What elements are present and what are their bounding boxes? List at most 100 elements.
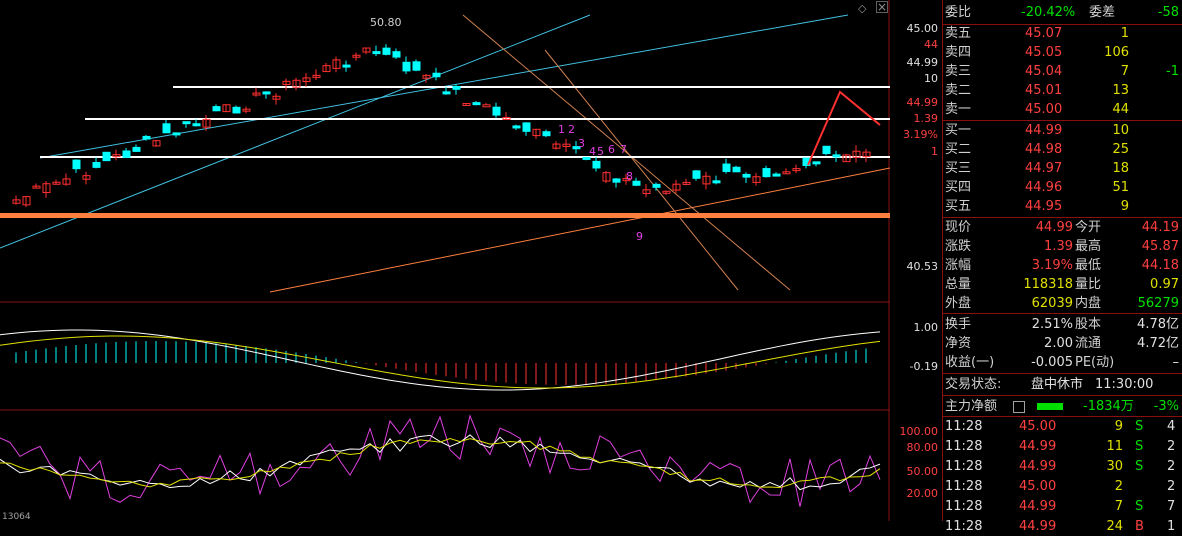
kdj-k xyxy=(0,434,881,491)
candle-body xyxy=(92,162,101,168)
ask-price: 45.05 xyxy=(1025,45,1063,60)
candle-body xyxy=(522,122,531,132)
fund-label: 流通 xyxy=(1075,336,1102,351)
chart-settings-icon[interactable]: ◇ xyxy=(858,2,867,15)
chart-close-icon[interactable]: × xyxy=(876,0,888,14)
kdj-d xyxy=(0,438,881,489)
candle-body xyxy=(602,172,611,182)
price-axis: 45.00 44 44.99 10 44.99 1.39 3.19% 1 40.53 1.00 -0… xyxy=(890,0,942,521)
tick-volume: 11 xyxy=(1106,439,1123,454)
fund-value: 2.00 xyxy=(1044,336,1073,351)
ask-label: 卖二 xyxy=(945,83,972,98)
candle-body xyxy=(752,176,761,183)
candle-body xyxy=(432,72,441,78)
candle-body xyxy=(22,196,31,206)
fund-row: 换手 2.51% 股本 4.78亿 xyxy=(943,315,1182,334)
price-axis-label: 3.19% xyxy=(903,128,938,141)
committee-row: 委比 -20.42% 委差 -58 xyxy=(943,3,1182,22)
candle-body xyxy=(592,160,601,169)
ask-price: 45.00 xyxy=(1025,102,1063,117)
quote-value: 1.39 xyxy=(1044,239,1073,254)
tick-count: 2 xyxy=(1167,439,1176,454)
bid-price: 44.95 xyxy=(1025,199,1063,214)
candle-body xyxy=(782,171,791,175)
kline-chart[interactable]: 1 234 5 6 789 xyxy=(0,0,951,521)
macd-dea xyxy=(0,335,881,389)
candle-body xyxy=(52,181,61,185)
wave-label: 1 xyxy=(558,123,565,136)
fund-label: 收益(一) xyxy=(945,355,995,370)
candle-body xyxy=(532,128,541,137)
bid-volume: 18 xyxy=(1112,161,1129,176)
candle-body xyxy=(792,168,801,172)
quote-value: 45.87 xyxy=(1141,239,1179,254)
candle-body xyxy=(62,178,71,185)
kdj-axis-label: 20.00 xyxy=(906,487,939,500)
fund-label: 换手 xyxy=(945,317,972,332)
quote-label: 量比 xyxy=(1075,277,1102,292)
kdj-axis-label: 100.00 xyxy=(899,425,939,438)
wave-label: 3 xyxy=(578,137,585,150)
down-channel xyxy=(544,49,739,291)
candle-body xyxy=(642,189,651,195)
candle-body xyxy=(182,121,191,125)
quote-label: 涨跌 xyxy=(945,239,972,254)
bid-row: 买一 44.99 10 xyxy=(943,121,1182,140)
quote-value: 62039 xyxy=(1031,296,1073,311)
ask-price: 45.04 xyxy=(1025,64,1063,79)
candle-body xyxy=(672,183,681,191)
fund-label: 股本 xyxy=(1075,317,1102,332)
ask-label: 卖四 xyxy=(945,45,972,60)
down-channel xyxy=(462,14,791,291)
tick-volume: 2 xyxy=(1114,479,1123,494)
high-marker-label: 50.80 xyxy=(370,16,402,29)
wave-label: 7 xyxy=(620,143,627,156)
ask-change: -1 xyxy=(1166,64,1179,79)
candle-body xyxy=(362,47,371,53)
candle-body xyxy=(242,108,251,112)
bid-row: 买二 44.98 25 xyxy=(943,140,1182,159)
quote-label: 涨幅 xyxy=(945,258,972,273)
tick-row: 11:28 44.99 7 S 7 xyxy=(943,497,1182,516)
ask-volume: 7 xyxy=(1120,64,1129,79)
tick-price: 45.00 xyxy=(1019,419,1057,434)
bid-label: 买四 xyxy=(945,180,972,195)
bid-label: 买三 xyxy=(945,161,972,176)
candle-body xyxy=(152,140,161,147)
quote-row: 总量 118318 量比 0.97 xyxy=(943,275,1182,294)
ask-label: 卖五 xyxy=(945,26,972,41)
candle-body xyxy=(282,80,291,85)
bid-volume: 51 xyxy=(1112,180,1129,195)
channel-line xyxy=(0,14,591,249)
ask-row: 卖一 45.00 44 xyxy=(943,100,1182,119)
candle-body xyxy=(512,125,521,129)
candle-body xyxy=(352,54,361,58)
quote-value: 118318 xyxy=(1023,277,1073,292)
candle-body xyxy=(372,51,381,55)
candle-body xyxy=(162,123,171,134)
quote-value: 44.99 xyxy=(1035,220,1073,235)
candle-body xyxy=(692,170,701,179)
candle-body xyxy=(42,183,51,194)
tick-volume: 30 xyxy=(1106,459,1123,474)
candle-body xyxy=(722,163,731,173)
candle-body xyxy=(252,92,261,96)
bid-volume: 9 xyxy=(1120,199,1129,214)
ask-label: 卖三 xyxy=(945,64,972,79)
bid-row: 买三 44.97 18 xyxy=(943,159,1182,178)
kdj-axis-label: 80.00 xyxy=(906,441,939,454)
macd-dif xyxy=(0,329,881,391)
status-row: 交易状态: 盘中休市 11:30:00 xyxy=(943,375,1182,394)
candle-body xyxy=(382,47,391,55)
candle-body xyxy=(12,199,21,204)
quote-label: 最低 xyxy=(1075,258,1102,273)
tick-count: 2 xyxy=(1167,459,1176,474)
tick-time: 11:28 xyxy=(945,419,983,434)
candle-body xyxy=(732,166,741,173)
list-icon[interactable] xyxy=(1013,401,1025,413)
candle-body xyxy=(462,103,471,107)
ask-row: 卖三 45.04 7 -1 xyxy=(943,62,1182,81)
candle-body xyxy=(622,178,631,182)
candle-body xyxy=(702,175,711,185)
